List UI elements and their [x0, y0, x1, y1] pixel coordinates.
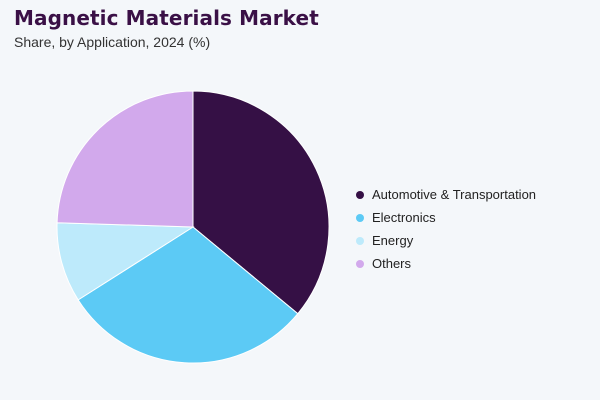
legend-item: Automotive & Transportation	[356, 183, 536, 206]
chart-subtitle: Share, by Application, 2024 (%)	[14, 34, 211, 50]
legend: Automotive & Transportation Electronics …	[356, 183, 536, 275]
pie-slice-energy	[56, 222, 195, 301]
legend-swatch	[356, 213, 364, 222]
pie-slice-automotive-transportation	[192, 90, 330, 315]
legend-swatch	[356, 190, 364, 199]
chart-title: Magnetic Materials Market	[14, 6, 319, 30]
legend-label: Others	[372, 256, 412, 271]
legend-label: Automotive & Transportation	[372, 187, 537, 202]
legend-item: Electronics	[356, 206, 536, 229]
legend-item: Energy	[356, 229, 536, 252]
legend-label: Electronics	[372, 210, 436, 225]
legend-label: Energy	[372, 233, 414, 248]
pie-slice-electronics	[77, 226, 299, 364]
legend-swatch	[356, 236, 364, 245]
pie-slice-others	[56, 90, 194, 228]
legend-item: Others	[356, 252, 536, 275]
legend-swatch	[356, 259, 364, 268]
